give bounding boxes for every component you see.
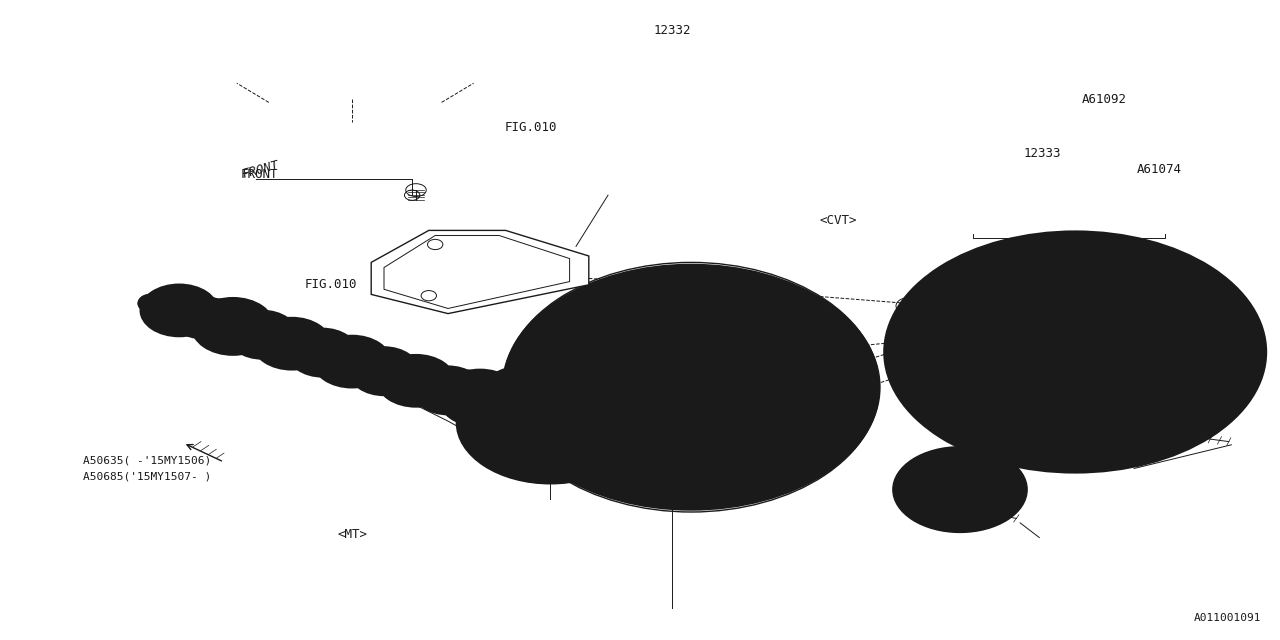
Text: <MT>: <MT> xyxy=(1198,285,1228,298)
Text: A50635( -'15MY1506): A50635( -'15MY1506) xyxy=(83,456,211,466)
Text: FIG.010: FIG.010 xyxy=(504,122,558,134)
Text: <MT>: <MT> xyxy=(337,528,367,541)
Text: FIG.010: FIG.010 xyxy=(305,278,357,291)
Ellipse shape xyxy=(227,310,298,360)
Text: 30216: 30216 xyxy=(614,438,652,451)
Ellipse shape xyxy=(376,354,456,408)
Ellipse shape xyxy=(287,328,358,378)
Ellipse shape xyxy=(170,296,234,339)
Ellipse shape xyxy=(312,335,392,388)
Text: <CVT>: <CVT> xyxy=(819,214,856,227)
Text: FRONT: FRONT xyxy=(241,168,278,180)
Text: A011001091: A011001091 xyxy=(1193,612,1261,623)
Ellipse shape xyxy=(438,369,522,428)
Polygon shape xyxy=(371,230,589,314)
Ellipse shape xyxy=(191,297,275,356)
Text: FRONT: FRONT xyxy=(241,159,280,180)
Text: G21202: G21202 xyxy=(916,347,961,360)
Ellipse shape xyxy=(252,317,332,371)
Ellipse shape xyxy=(883,230,1267,474)
Ellipse shape xyxy=(502,264,881,511)
Ellipse shape xyxy=(412,365,484,415)
Ellipse shape xyxy=(348,346,420,396)
Ellipse shape xyxy=(140,284,219,337)
Text: A61074: A61074 xyxy=(1137,163,1181,176)
Ellipse shape xyxy=(892,446,1028,533)
Ellipse shape xyxy=(138,294,164,312)
Text: 12342: 12342 xyxy=(992,413,1030,426)
Ellipse shape xyxy=(456,360,645,484)
Text: A61092: A61092 xyxy=(1082,93,1126,106)
Text: 12333: 12333 xyxy=(1024,147,1061,160)
Text: 12332: 12332 xyxy=(653,24,691,37)
Text: A50685('15MY1507- ): A50685('15MY1507- ) xyxy=(83,472,211,482)
